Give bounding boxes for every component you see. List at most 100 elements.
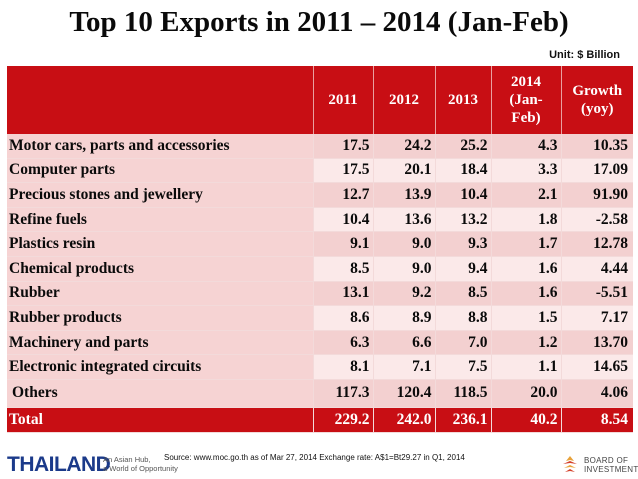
header-growth-line1: Growth	[572, 83, 623, 99]
cell-growth: 91.90	[561, 182, 633, 208]
unit-label: Unit: $ Billion	[549, 49, 620, 61]
row-label: Total	[7, 407, 314, 433]
row-label: Others	[7, 379, 314, 408]
exports-table: 2011 2012 2013 2014 (Jan- Feb) Growth (y…	[7, 66, 633, 433]
cell-growth: 14.65	[561, 354, 633, 380]
tagline: An Asian Hub, a World of Opportunity	[103, 455, 183, 473]
cell-2012: 24.2	[373, 134, 436, 159]
row-label: Machinery and parts	[7, 330, 314, 356]
cell-growth: -5.51	[561, 281, 633, 307]
header-2011: 2011	[313, 66, 374, 134]
cell-2014: 4.3	[491, 134, 562, 159]
cell-growth: 17.09	[561, 158, 633, 184]
cell-2011: 17.5	[313, 158, 374, 184]
cell-2011: 10.4	[313, 207, 374, 233]
row-label: Electronic integrated circuits	[7, 354, 314, 380]
cell-2014: 3.3	[491, 158, 562, 184]
table-row: Electronic integrated circuits 8.1 7.1 7…	[7, 354, 633, 380]
cell-2013: 10.4	[435, 182, 492, 208]
cell-2012: 9.0	[373, 256, 436, 282]
cell-2011: 8.5	[313, 256, 374, 282]
boi-emblem-icon	[563, 456, 577, 472]
cell-2011: 9.1	[313, 231, 374, 257]
table-row: Rubber 13.1 9.2 8.5 1.6 -5.51	[7, 281, 633, 307]
cell-2011: 229.2	[313, 407, 374, 433]
cell-2011: 117.3	[313, 379, 374, 408]
header-2013: 2013	[435, 66, 492, 134]
row-label: Rubber products	[7, 305, 314, 331]
cell-2013: 7.0	[435, 330, 492, 356]
cell-2012: 242.0	[373, 407, 436, 433]
cell-2014: 1.8	[491, 207, 562, 233]
header-2014: 2014 (Jan- Feb)	[491, 66, 562, 134]
header-growth: Growth (yoy)	[561, 66, 633, 134]
cell-2011: 13.1	[313, 281, 374, 307]
boi-line2: INVESTMENT	[584, 465, 638, 474]
row-label: Plastics resin	[7, 231, 314, 257]
header-growth-line2: (yoy)	[581, 101, 614, 117]
boi-logo: BOARD OF INVESTMENT	[560, 453, 638, 479]
cell-growth: 10.35	[561, 134, 633, 159]
table-row: Rubber products 8.6 8.9 8.8 1.5 7.17	[7, 305, 633, 331]
total-row: Total 229.2 242.0 236.1 40.2 8.54	[7, 407, 633, 433]
cell-2011: 8.1	[313, 354, 374, 380]
cell-2012: 6.6	[373, 330, 436, 356]
table-row: Motor cars, parts and accessories 17.5 2…	[7, 134, 633, 159]
cell-growth: 7.17	[561, 305, 633, 331]
slide-title: Top 10 Exports in 2011 – 2014 (Jan-Feb)	[69, 6, 569, 38]
table-row: Plastics resin 9.1 9.0 9.3 1.7 12.78	[7, 231, 633, 257]
cell-2012: 13.6	[373, 207, 436, 233]
cell-2013: 25.2	[435, 134, 492, 159]
footer: THAILAND An Asian Hub, a World of Opport…	[0, 453, 638, 479]
cell-2013: 18.4	[435, 158, 492, 184]
header-label-blank	[7, 66, 314, 134]
row-label: Refine fuels	[7, 207, 314, 233]
row-label: Computer parts	[7, 158, 314, 184]
cell-growth: 4.44	[561, 256, 633, 282]
cell-2012: 9.2	[373, 281, 436, 307]
cell-2013: 8.8	[435, 305, 492, 331]
cell-2012: 20.1	[373, 158, 436, 184]
tagline-line1: An Asian Hub,	[103, 455, 151, 464]
table-body: Motor cars, parts and accessories 17.5 2…	[7, 134, 633, 433]
others-row: Others 117.3 120.4 118.5 20.0 4.06	[7, 379, 633, 408]
cell-2014: 1.2	[491, 330, 562, 356]
brand-text: THAILAND	[7, 453, 111, 476]
header-2014-line3: Feb)	[511, 110, 541, 126]
cell-2014: 2.1	[491, 182, 562, 208]
cell-2013: 7.5	[435, 354, 492, 380]
cell-growth: -2.58	[561, 207, 633, 233]
row-label: Precious stones and jewellery	[7, 182, 314, 208]
cell-2014: 1.7	[491, 231, 562, 257]
cell-2012: 8.9	[373, 305, 436, 331]
cell-2014: 40.2	[491, 407, 562, 433]
table-header: 2011 2012 2013 2014 (Jan- Feb) Growth (y…	[7, 66, 633, 134]
header-2014-line1: 2014	[511, 74, 541, 90]
cell-2013: 9.3	[435, 231, 492, 257]
cell-2013: 236.1	[435, 407, 492, 433]
row-label: Motor cars, parts and accessories	[7, 134, 314, 159]
cell-2012: 13.9	[373, 182, 436, 208]
boi-text: BOARD OF INVESTMENT	[584, 456, 638, 474]
tagline-line2: a World of Opportunity	[103, 464, 178, 473]
cell-growth: 12.78	[561, 231, 633, 257]
cell-2014: 1.6	[491, 281, 562, 307]
table-row: Machinery and parts 6.3 6.6 7.0 1.2 13.7…	[7, 330, 633, 356]
header-2012: 2012	[373, 66, 436, 134]
cell-growth: 8.54	[561, 407, 633, 433]
cell-2013: 13.2	[435, 207, 492, 233]
cell-2011: 8.6	[313, 305, 374, 331]
cell-2014: 1.5	[491, 305, 562, 331]
table-row: Precious stones and jewellery 12.7 13.9 …	[7, 182, 633, 208]
cell-2012: 9.0	[373, 231, 436, 257]
table-row: Refine fuels 10.4 13.6 13.2 1.8 -2.58	[7, 207, 633, 233]
cell-2014: 1.1	[491, 354, 562, 380]
source-note: Source: www.moc.go.th as of Mar 27, 2014…	[164, 453, 465, 462]
cell-growth: 4.06	[561, 379, 633, 408]
cell-2014: 20.0	[491, 379, 562, 408]
cell-2014: 1.6	[491, 256, 562, 282]
row-label: Chemical products	[7, 256, 314, 282]
cell-2013: 118.5	[435, 379, 492, 408]
cell-2012: 120.4	[373, 379, 436, 408]
table-row: Chemical products 8.5 9.0 9.4 1.6 4.44	[7, 256, 633, 282]
